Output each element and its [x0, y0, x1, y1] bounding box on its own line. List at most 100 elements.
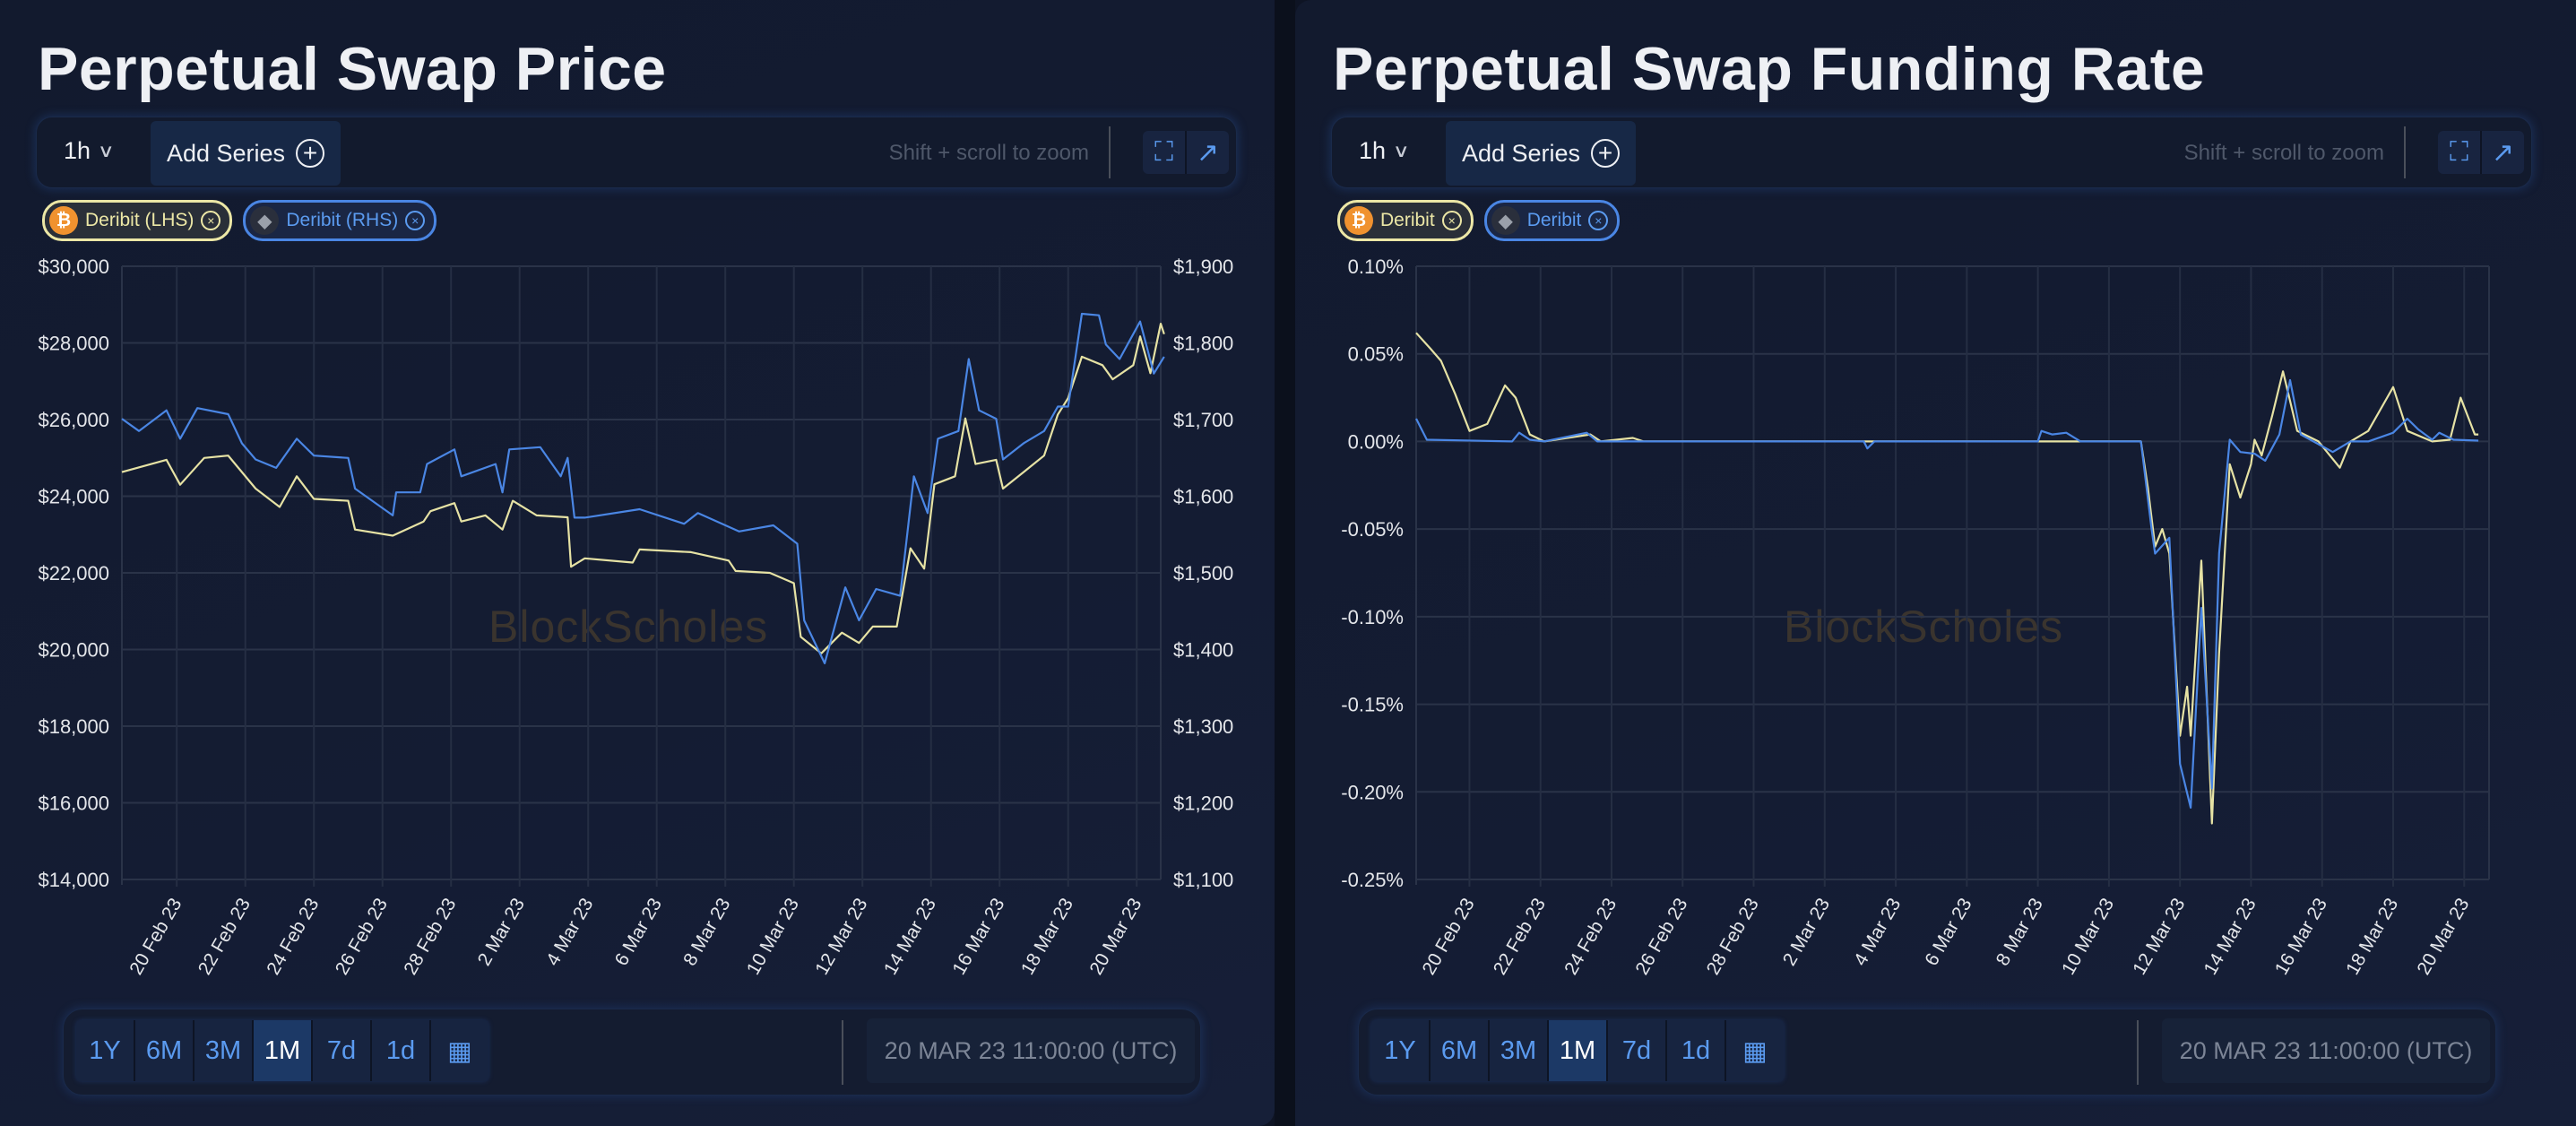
remove-series-icon[interactable]: × [405, 211, 426, 230]
y-tick-label-left: -0.25% [1341, 869, 1404, 891]
x-tick-label: 2 Mar 23 [474, 895, 529, 969]
x-tick-label: 20 Feb 23 [1419, 895, 1479, 978]
range-separator [842, 1020, 843, 1085]
timestamp-display[interactable]: 20 MAR 23 11:00:00 (UTC) [867, 1018, 1195, 1083]
x-tick-label: 10 Mar 23 [2058, 895, 2118, 978]
interval-value: 1h [64, 137, 91, 164]
panel-title: Perpetual Swap Price [38, 35, 667, 103]
x-tick-label: 16 Mar 23 [948, 895, 1008, 978]
range-1d-button[interactable]: 1d [372, 1020, 431, 1081]
series-chip-btc[interactable]: ₿ Deribit (LHS) × [42, 200, 233, 241]
interval-value: 1h [1359, 137, 1387, 164]
y-tick-label-left: 0.10% [1348, 256, 1404, 278]
y-tick-label-right: $1,800 [1173, 333, 1233, 355]
range-7d-button[interactable]: 7d [313, 1020, 372, 1081]
x-tick-label: 28 Feb 23 [400, 895, 460, 978]
series-chip-eth[interactable]: ◆ Deribit (RHS) × [243, 200, 437, 241]
x-tick-label: 8 Mar 23 [679, 895, 734, 969]
range-3m-button[interactable]: 3M [194, 1020, 254, 1081]
range-bar: 1Y 6M 3M 1M 7d 1d ▦ 20 MAR 23 11:00:00 (… [1358, 1009, 2496, 1096]
range-6m-button[interactable]: 6M [135, 1020, 194, 1081]
interval-select[interactable]: 1h ∨ [1359, 137, 1410, 165]
x-tick-label: 26 Feb 23 [332, 895, 392, 978]
x-tick-label: 12 Mar 23 [811, 895, 871, 978]
y-tick-label-left: 0.05% [1348, 343, 1404, 366]
y-tick-label-right: $1,900 [1173, 256, 1233, 278]
series-chip-btc[interactable]: ₿ Deribit × [1337, 200, 1474, 241]
range-1y-button[interactable]: 1Y [76, 1020, 135, 1081]
x-tick-label: 4 Mar 23 [1850, 895, 1905, 969]
price-chart[interactable]: $30,000 $28,000 $26,000 $24,000 $22,000 $20,0… [0, 0, 1275, 986]
range-bar: 1Y 6M 3M 1M 7d 1d ▦ 20 MAR 23 11:00:00 (… [63, 1009, 1201, 1096]
ethereum-icon: ◆ [250, 206, 280, 235]
range-1y-button[interactable]: 1Y [1371, 1020, 1431, 1081]
add-series-label: Add Series [166, 139, 286, 167]
remove-series-icon[interactable]: × [1588, 211, 1609, 230]
range-1d-button[interactable]: 1d [1667, 1020, 1726, 1081]
toolbar-separator [1109, 126, 1111, 178]
fullscreen-icon[interactable]: ⛶ [2450, 137, 2468, 167]
x-tick-label: 18 Mar 23 [1017, 895, 1077, 978]
interval-select[interactable]: 1h ∨ [64, 137, 115, 165]
x-tick-label: 20 Feb 23 [125, 895, 186, 978]
x-tick-label: 24 Feb 23 [1560, 895, 1621, 978]
x-tick-label: 22 Feb 23 [1490, 895, 1550, 978]
series-line-deribit-rhs-eth [121, 312, 1165, 665]
range-7d-button[interactable]: 7d [1608, 1020, 1667, 1081]
y-tick-label-left: 0.00% [1348, 430, 1404, 453]
open-external-icon[interactable]: ↗ [2480, 131, 2524, 174]
chart-toolbar: 1h ∨ Add Series + Shift + scroll to zoom ⛶… [1331, 117, 2532, 188]
timestamp-display[interactable]: 20 MAR 23 11:00:00 (UTC) [2162, 1018, 2490, 1083]
y-tick-label-left: $14,000 [38, 869, 109, 891]
remove-series-icon[interactable]: × [1441, 211, 1462, 230]
x-tick-label: 22 Feb 23 [194, 895, 255, 978]
ethereum-icon: ◆ [1491, 206, 1520, 235]
range-6m-button[interactable]: 6M [1431, 1020, 1490, 1081]
series-chip-eth[interactable]: ◆ Deribit × [1483, 200, 1621, 241]
zoom-hint: Shift + scroll to zoom [888, 141, 1089, 165]
add-series-button[interactable]: Add Series + [151, 121, 341, 186]
y-tick-label-right: $1,300 [1173, 715, 1233, 738]
chip-label: Deribit (RHS) [286, 210, 399, 230]
y-tick-label-left: -0.05% [1341, 518, 1404, 541]
range-buttons: 1Y 6M 3M 1M 7d 1d ▦ [76, 1020, 488, 1081]
range-1m-button[interactable]: 1M [254, 1020, 313, 1081]
y-tick-label-left: -0.15% [1341, 694, 1404, 716]
toolbar-icon-group: ⛶ ↗ [1143, 131, 1229, 174]
chip-label: Deribit (LHS) [85, 210, 194, 230]
bitcoin-icon: ₿ [1344, 206, 1373, 235]
x-tick-label: 20 Mar 23 [2413, 895, 2473, 978]
y-tick-label-left: $20,000 [38, 639, 109, 662]
x-tick-label: 2 Mar 23 [1779, 895, 1834, 969]
y-tick-label-left: $22,000 [38, 562, 109, 585]
y-tick-label-left: $16,000 [38, 793, 109, 815]
x-tick-label: 26 Feb 23 [1631, 895, 1691, 978]
x-tick-label: 24 Feb 23 [263, 895, 323, 978]
funding-rate-chart[interactable]: 0.10% 0.05% 0.00% -0.05% -0.10% -0.15% -0.20% -… [1295, 0, 2576, 986]
calendar-icon[interactable]: ▦ [447, 1036, 472, 1066]
x-tick-label: 14 Mar 23 [2200, 895, 2260, 978]
x-tick-label: 18 Mar 23 [2342, 895, 2402, 978]
y-tick-label-right: $1,100 [1173, 869, 1233, 891]
fullscreen-icon[interactable]: ⛶ [1154, 137, 1173, 167]
chevron-down-icon: ∨ [1392, 142, 1410, 161]
range-3m-button[interactable]: 3M [1490, 1020, 1549, 1081]
y-tick-label-left: $18,000 [38, 715, 109, 738]
chevron-down-icon: ∨ [97, 142, 115, 161]
x-tick-label: 12 Mar 23 [2129, 895, 2189, 978]
range-separator [2137, 1020, 2139, 1085]
y-tick-label-left: $26,000 [38, 409, 109, 431]
remove-series-icon[interactable]: × [201, 211, 221, 230]
range-1m-button[interactable]: 1M [1549, 1020, 1608, 1081]
watermark-logo: BlockScholes [1784, 602, 2064, 652]
x-tick-label: 20 Mar 23 [1085, 895, 1145, 978]
chart-toolbar: 1h ∨ Add Series + Shift + scroll to zoom ⛶… [36, 117, 1237, 188]
x-tick-label: 4 Mar 23 [542, 895, 597, 969]
price-panel: Perpetual Swap Price 1h ∨ Add Series + Shi… [0, 0, 1275, 1126]
x-tick-label: 6 Mar 23 [1921, 895, 1975, 969]
open-external-icon[interactable]: ↗ [1185, 131, 1229, 174]
series-line-deribit-btc [1415, 332, 2479, 825]
add-series-button[interactable]: Add Series + [1446, 121, 1636, 186]
x-tick-label: 10 Mar 23 [743, 895, 803, 978]
calendar-icon[interactable]: ▦ [1742, 1036, 1768, 1066]
